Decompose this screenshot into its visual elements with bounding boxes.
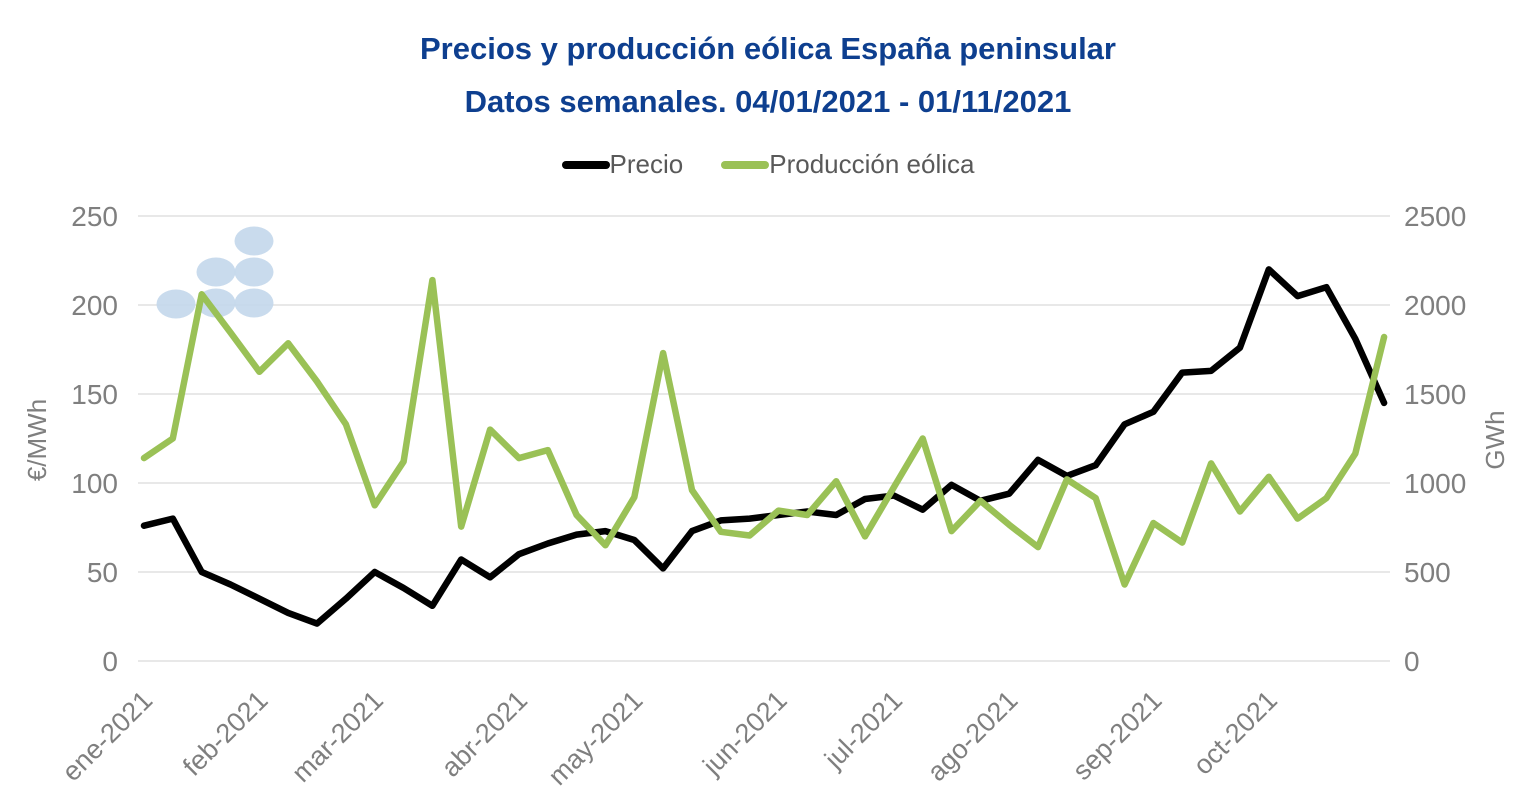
x-axis-tick-label: mar-2021 [286, 685, 389, 788]
produccion-eolica-legend-label: Producción eólica [769, 149, 975, 179]
precio-line [140, 266, 1388, 627]
watermark-dot [234, 257, 274, 287]
x-axis-tick-label: ago-2021 [922, 685, 1024, 787]
x-axis-tick-label: may-2021 [542, 685, 648, 791]
chart-title: Precios y producción eólica España penin… [0, 22, 1536, 128]
produccion-eolica-line [140, 276, 1388, 588]
y-axis-tick-label-left: 100 [71, 468, 118, 499]
x-axis-tick-label: jun-2021 [696, 685, 792, 781]
y-axis-tick-label-left: 250 [71, 201, 118, 232]
y-axis-tick-label-left: 0 [102, 646, 118, 677]
legend-item-precio: Precio [561, 149, 684, 180]
x-axis-tick-label: sep-2021 [1067, 685, 1168, 786]
y-axis-tick-label-right: 2000 [1404, 290, 1466, 321]
y-axis-tick-label-right: 1000 [1404, 468, 1466, 499]
x-axis-tick-label: oct-2021 [1187, 685, 1283, 781]
legend: Precio Producción eólica [0, 149, 1536, 180]
x-axis-tick-label: jul-2021 [818, 685, 908, 775]
watermark-dot [234, 288, 274, 318]
y-axis-title-left: €/MWh [22, 399, 52, 481]
y-axis-tick-label-right: 0 [1404, 646, 1420, 677]
chart-title-line2: Datos semanales. 04/01/2021 - 01/11/2021 [464, 84, 1072, 119]
produccion-eolica-legend-swatch [721, 160, 770, 169]
watermark-dot [196, 257, 236, 287]
y-axis-tick-label-left: 50 [87, 557, 118, 588]
y-axis-tick-label-left: 200 [71, 290, 118, 321]
y-axis-tick-label-left: 150 [71, 379, 118, 410]
x-axis-tick-label: ene-2021 [56, 685, 158, 787]
legend-item-eolica: Producción eólica [721, 149, 974, 180]
y-axis-title-right: GWh [1480, 410, 1510, 469]
chart-title-line1: Precios y producción eólica España penin… [419, 31, 1116, 66]
y-axis-tick-label-right: 2500 [1404, 201, 1466, 232]
y-axis-tick-label-right: 500 [1404, 557, 1451, 588]
precio-legend-swatch [561, 160, 610, 169]
y-axis-tick-label-right: 1500 [1404, 379, 1466, 410]
watermark-dot [234, 226, 274, 256]
watermark-dot [156, 289, 196, 319]
x-axis-tick-label: feb-2021 [177, 685, 274, 782]
x-axis-tick-label: abr-2021 [436, 685, 534, 783]
precio-legend-label: Precio [609, 149, 684, 179]
